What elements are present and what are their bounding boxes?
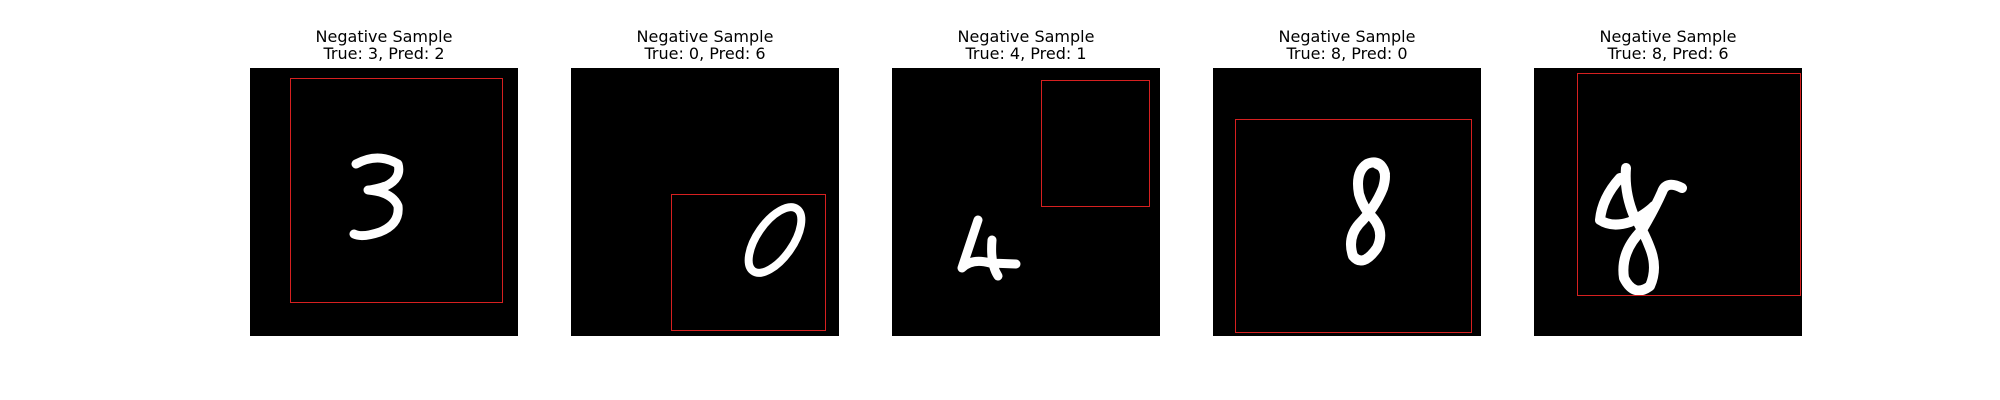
panel-title: Negative Sample True: 0, Pred: 6 <box>531 28 879 62</box>
panel-title-line2: True: 4, Pred: 1 <box>965 44 1087 63</box>
panel-title-line2: True: 8, Pred: 0 <box>1286 44 1408 63</box>
sample-panel-4: Negative Sample True: 8, Pred: 0 <box>1213 0 1481 400</box>
panel-title: Negative Sample True: 8, Pred: 0 <box>1173 28 1521 62</box>
sample-panel-5: Negative Sample True: 8, Pred: 6 <box>1534 0 1802 400</box>
sample-panel-3: Negative Sample True: 4, Pred: 1 <box>892 0 1160 400</box>
panel-title-line1: Negative Sample <box>1599 27 1737 46</box>
panel-title-line1: Negative Sample <box>1278 27 1416 46</box>
digit-image <box>1534 68 1802 336</box>
digit-image <box>571 68 839 336</box>
sample-panel-2: Negative Sample True: 0, Pred: 6 <box>571 0 839 400</box>
digit-0-glyph <box>744 203 806 277</box>
panel-title-line1: Negative Sample <box>636 27 774 46</box>
panel-title-line1: Negative Sample <box>315 27 453 46</box>
panel-title-line1: Negative Sample <box>957 27 1095 46</box>
bounding-box <box>1577 73 1801 296</box>
panel-title-line2: True: 0, Pred: 6 <box>644 44 766 63</box>
digit-3-glyph <box>349 153 404 241</box>
panel-title-line2: True: 3, Pred: 2 <box>323 44 445 63</box>
digit-image <box>892 68 1160 336</box>
bounding-box <box>290 78 503 303</box>
panel-title: Negative Sample True: 3, Pred: 2 <box>210 28 558 62</box>
panel-title-line2: True: 8, Pred: 6 <box>1607 44 1729 63</box>
bounding-box <box>1041 80 1150 207</box>
sample-panel-1: Negative Sample True: 3, Pred: 2 <box>250 0 518 400</box>
digit-4-glyph <box>957 215 1021 281</box>
digit-8-glyph <box>1346 157 1390 266</box>
panel-title: Negative Sample True: 4, Pred: 1 <box>852 28 1200 62</box>
digit-image <box>250 68 518 336</box>
digit-8-glyph <box>1595 163 1687 296</box>
panel-title: Negative Sample True: 8, Pred: 6 <box>1494 28 1842 62</box>
bounding-box <box>1235 119 1472 333</box>
digit-image <box>1213 68 1481 336</box>
bounding-box <box>671 194 826 331</box>
